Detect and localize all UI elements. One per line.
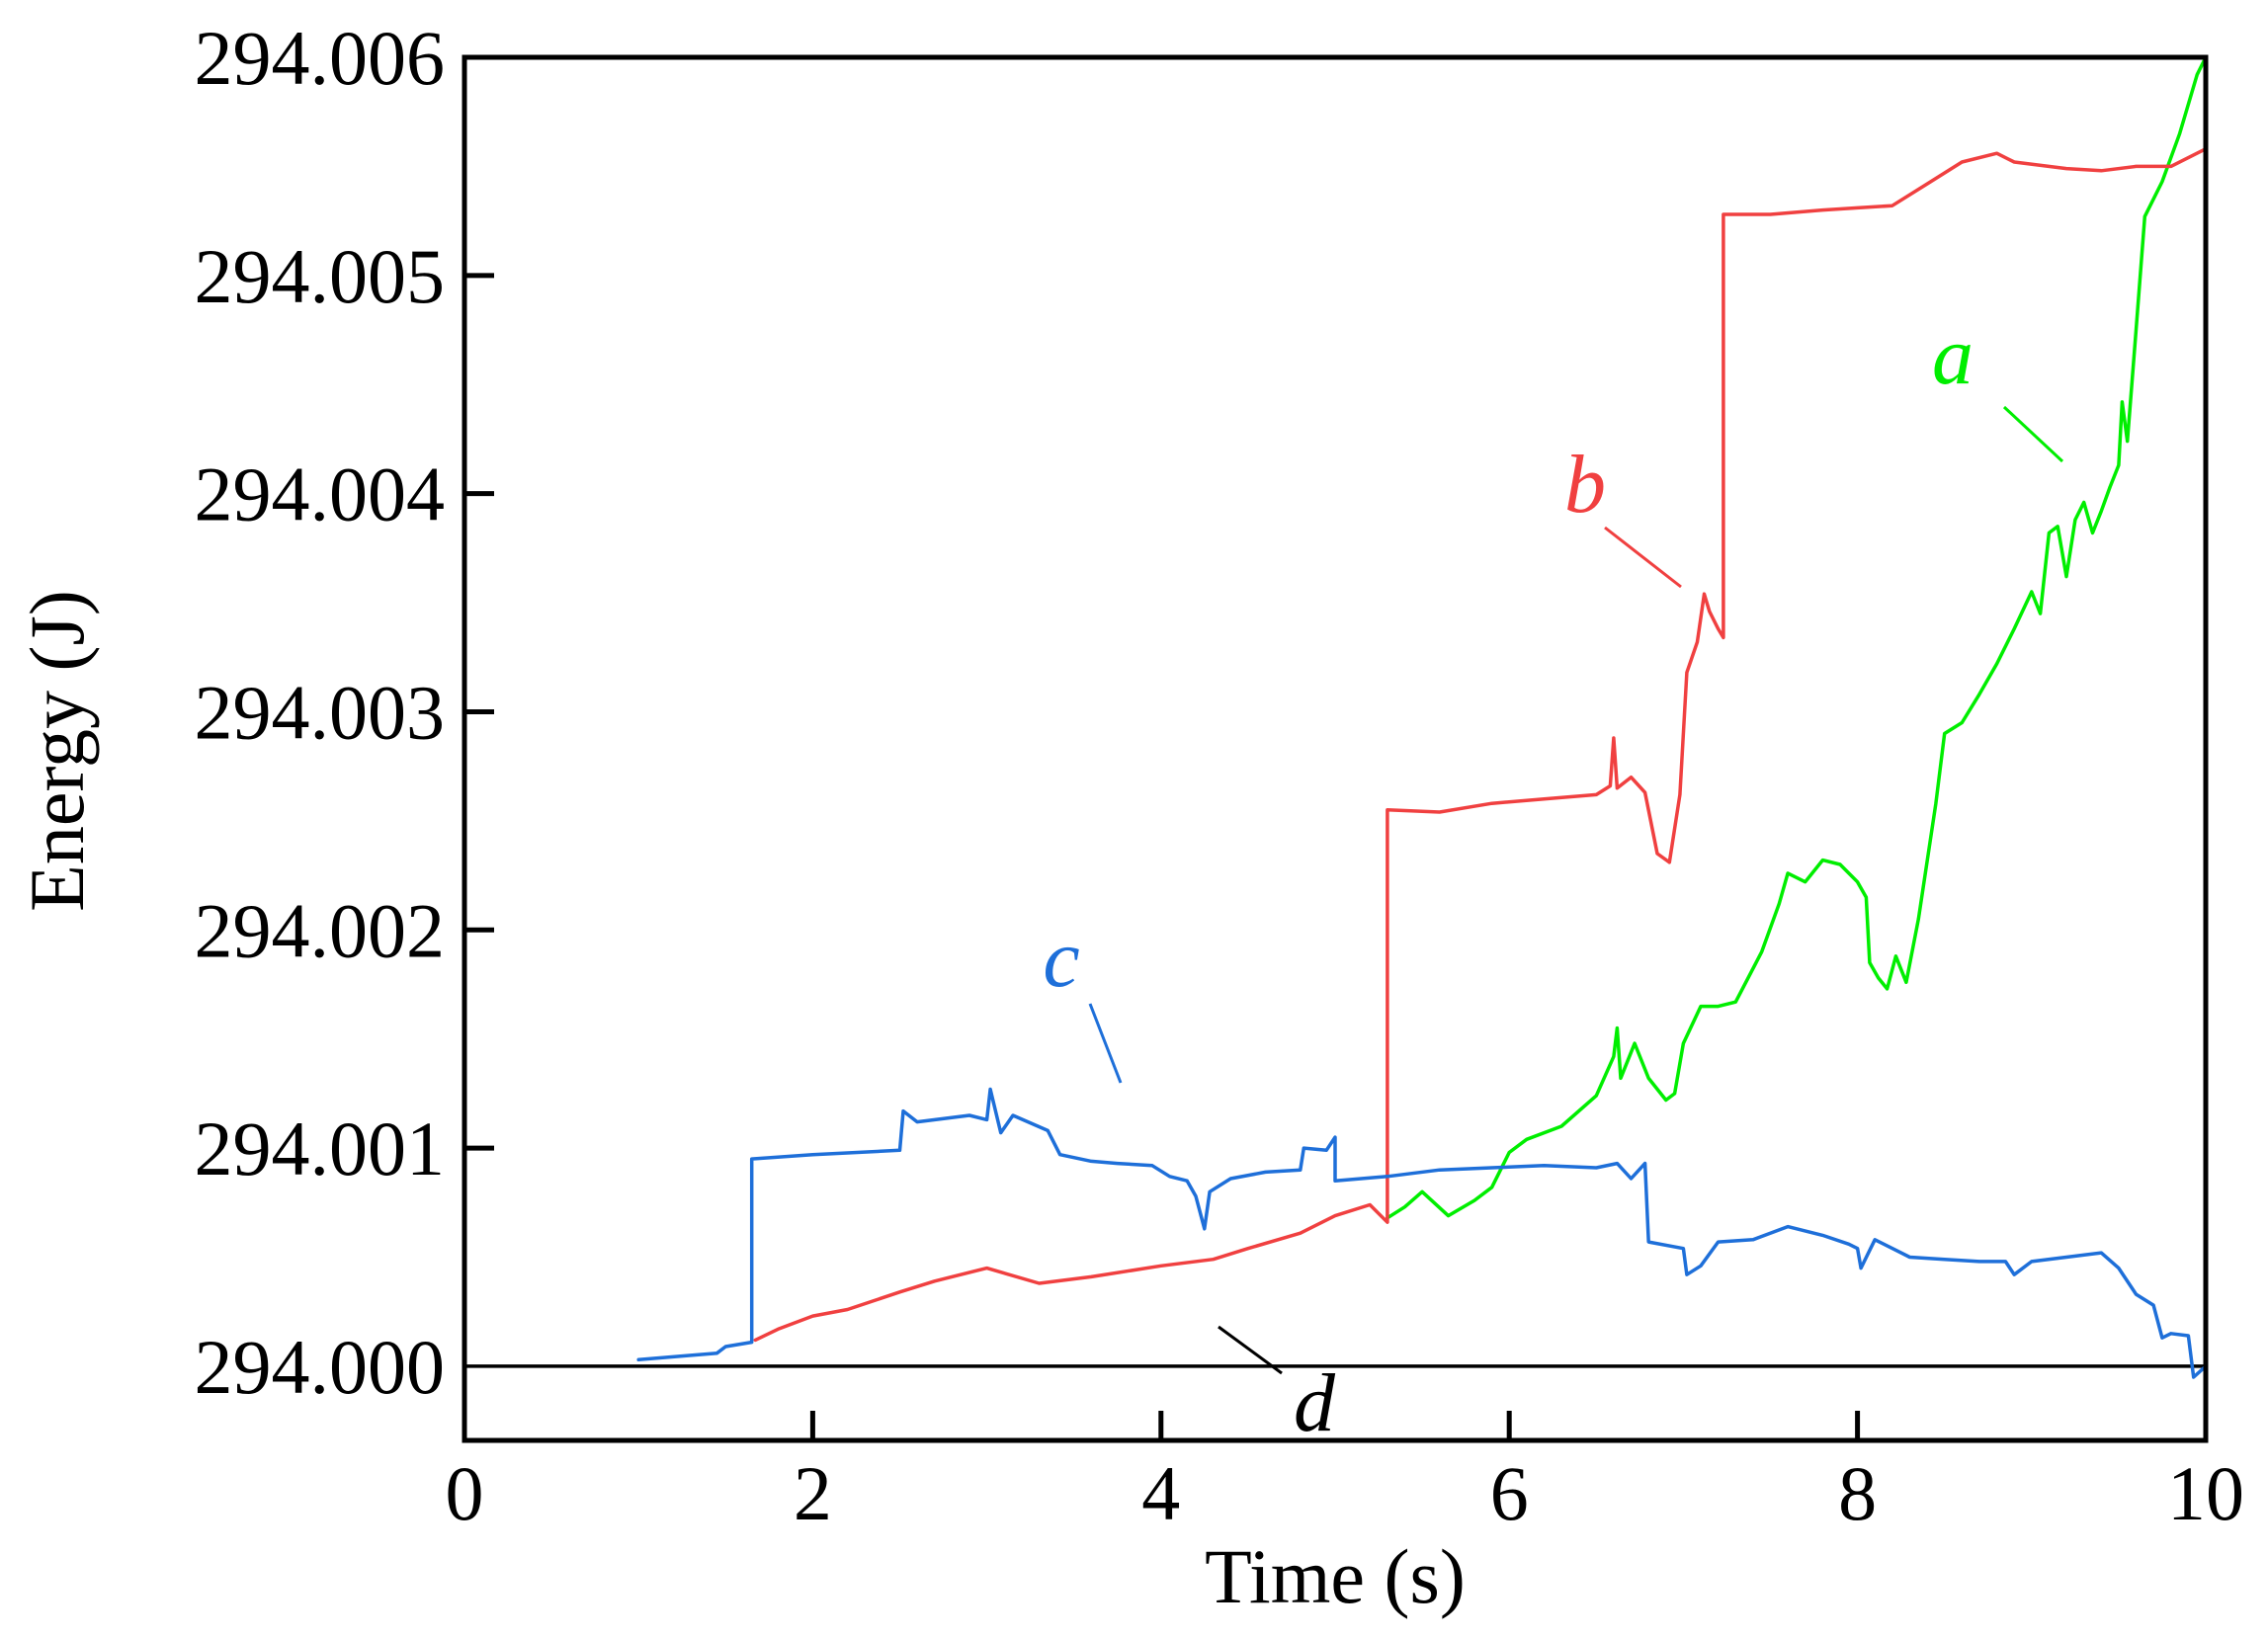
- annotation-leader-a: [2002, 405, 2064, 463]
- y-tick-label: 294.005: [195, 233, 446, 319]
- x-tick-label: 4: [1141, 1450, 1180, 1536]
- y-axis-title: Energy (J): [14, 590, 100, 912]
- y-tick-label: 294.004: [195, 451, 446, 537]
- series-line-a: [1386, 55, 2208, 1220]
- x-axis-title: Time (s): [1205, 1533, 1466, 1619]
- x-tick-label: 8: [1838, 1450, 1877, 1536]
- annotation-label-b: b: [1564, 439, 1606, 531]
- annotation-layer: a b c d: [1043, 310, 2064, 1449]
- y-tick-label: 294.006: [195, 15, 446, 101]
- y-tick-label: 294.003: [195, 669, 446, 755]
- y-tick-label: 294.000: [195, 1324, 446, 1410]
- x-tick-label: 0: [446, 1450, 484, 1536]
- x-tick-label: 10: [2167, 1450, 2244, 1536]
- annotation-leader-b: [1604, 526, 1682, 589]
- y-tick-label: 294.002: [195, 887, 446, 973]
- y-tick-label: 294.001: [195, 1106, 446, 1191]
- series-line-c: [636, 1087, 2208, 1379]
- annotation-leader-c: [1088, 1003, 1123, 1084]
- annotation-label-d: d: [1294, 1357, 1336, 1449]
- annotation-label-a: a: [1932, 310, 1974, 402]
- series-line-b: [753, 146, 2208, 1343]
- annotation-label-c: c: [1043, 913, 1079, 1005]
- series-layer: [462, 55, 2208, 1379]
- x-tick-label: 6: [1490, 1450, 1529, 1536]
- x-tick-label: 2: [794, 1450, 832, 1536]
- plot-frame: [462, 54, 2209, 1443]
- annotation-leader-d: [1218, 1325, 1283, 1375]
- tick-layer: 0 2 4 6 8 10 294.000 294.001 294.002 294.003 294.0…: [195, 15, 2245, 1536]
